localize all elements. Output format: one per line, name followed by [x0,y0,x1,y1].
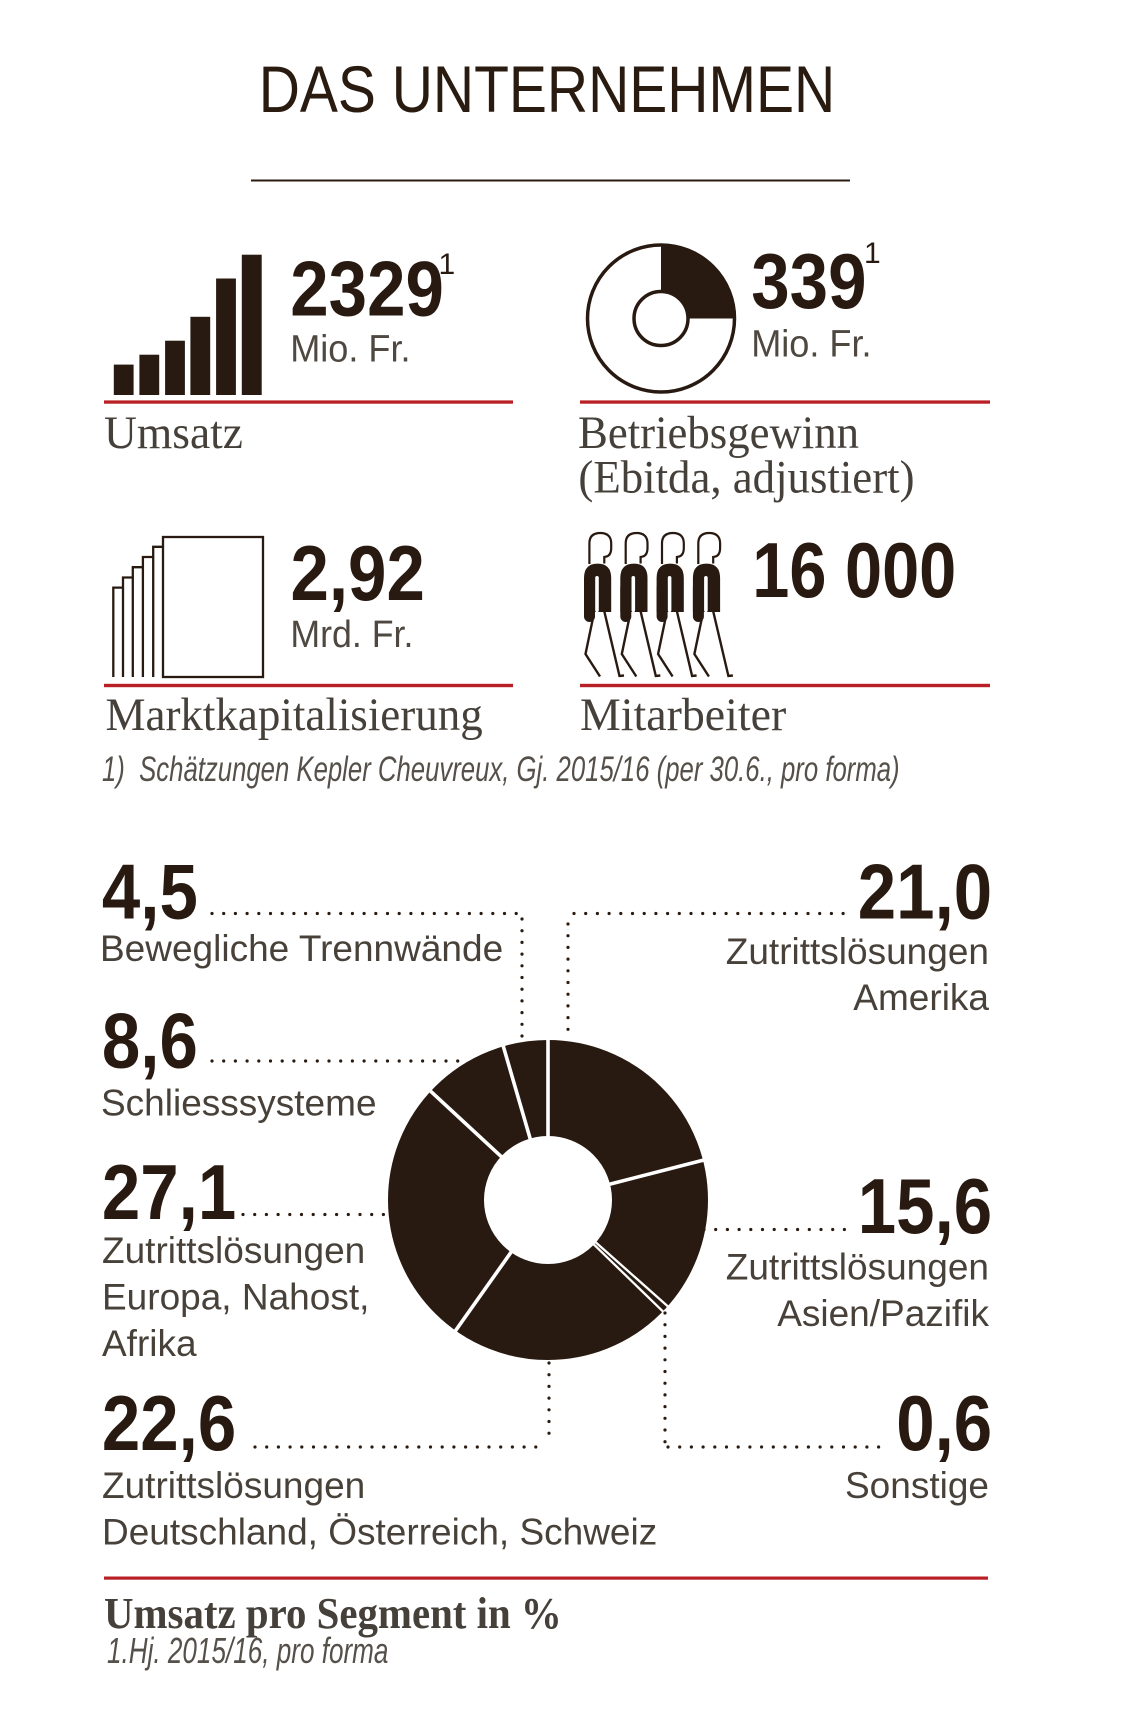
svg-text:27,1: 27,1 [102,1148,236,1236]
svg-text:Zutrittslösungen: Zutrittslösungen [102,1230,365,1271]
svg-text:Umsatz pro Segment in %: Umsatz pro Segment in % [104,1590,562,1639]
svg-text:Mrd. Fr.: Mrd. Fr. [290,613,413,655]
svg-text:Europa, Nahost,: Europa, Nahost, [102,1277,369,1318]
svg-text:1) Schätzungen Kepler Cheuvre: 1) Schätzungen Kepler Cheuvreux, Gj. 201… [102,749,900,789]
svg-text:1: 1 [439,248,456,281]
svg-text:Afrika: Afrika [102,1323,197,1364]
svg-text:2329: 2329 [290,245,444,333]
svg-text:Mio. Fr.: Mio. Fr. [751,322,871,365]
svg-text:Mio. Fr.: Mio. Fr. [290,327,410,370]
svg-text:2,92: 2,92 [291,529,425,617]
svg-text:1.Hj. 2015/16, pro forma: 1.Hj. 2015/16, pro forma [107,1631,388,1671]
svg-text:339: 339 [751,237,866,325]
svg-text:Zutrittslösungen: Zutrittslösungen [726,1247,989,1288]
svg-text:Sonstige: Sonstige [845,1465,989,1506]
svg-text:15,6: 15,6 [858,1162,992,1250]
svg-text:22,6: 22,6 [102,1379,236,1467]
svg-text:0,6: 0,6 [896,1379,992,1467]
svg-text:(Ebitda, adjustiert): (Ebitda, adjustiert) [578,451,914,503]
svg-text:Umsatz: Umsatz [104,407,243,459]
svg-text:Asien/Pazifik: Asien/Pazifik [777,1293,989,1334]
svg-text:Mitarbeiter: Mitarbeiter [580,690,787,742]
svg-text:1: 1 [864,237,881,270]
svg-text:Marktkapitalisierung: Marktkapitalisierung [106,688,483,740]
svg-text:DAS UNTERNEHMEN: DAS UNTERNEHMEN [259,53,835,127]
svg-text:8,6: 8,6 [102,997,198,1085]
svg-text:21,0: 21,0 [858,848,992,936]
svg-text:Bewegliche Trennwände: Bewegliche Trennwände [100,928,503,969]
svg-text:Zutrittslösungen: Zutrittslösungen [102,1465,365,1506]
svg-text:4,5: 4,5 [102,848,198,936]
svg-text:Zutrittslösungen: Zutrittslösungen [726,931,989,972]
svg-text:Deutschland, Österreich, Schwe: Deutschland, Österreich, Schweiz [102,1512,657,1553]
svg-text:16 000: 16 000 [752,527,956,614]
svg-text:Schliesssysteme: Schliesssysteme [101,1083,377,1124]
svg-text:Betriebsgewinn: Betriebsgewinn [578,406,859,458]
svg-text:Amerika: Amerika [853,977,989,1018]
